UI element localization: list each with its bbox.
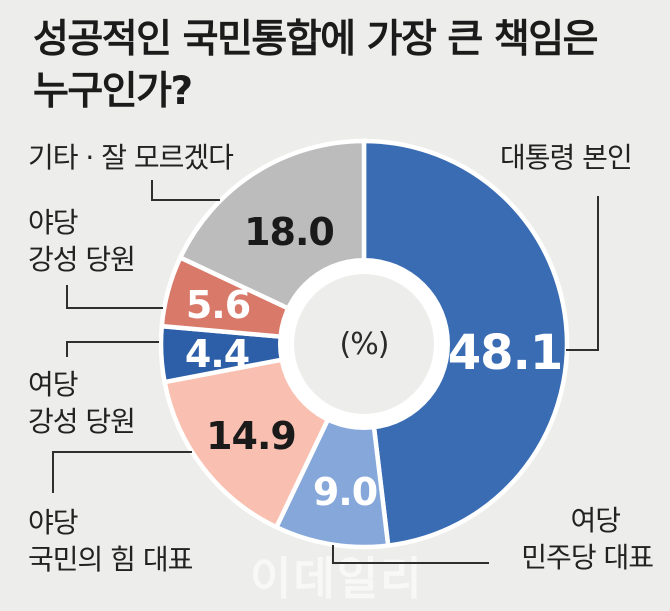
callout-line-text: 대통령 본인 — [500, 141, 633, 174]
segment-value-opposition-hardline-members: 5.6 — [186, 283, 250, 327]
callout-president: 대통령 본인 — [500, 139, 633, 176]
callout-line-text: 여당 — [28, 368, 79, 401]
callout-line-opposition-party-leader — [52, 451, 192, 493]
callout-line-etc-dont-know — [151, 180, 220, 201]
edaily-watermark-logo: 이데일리 — [250, 552, 424, 605]
callout-opposition-hardline-members: 야당 강성 당원 — [28, 204, 136, 278]
segment-value-opposition-party-leader: 14.9 — [206, 414, 296, 458]
callout-ruling-party-leader: 여당 민주당 대표 — [521, 502, 654, 576]
callout-line-text: 여당 — [570, 504, 621, 537]
callout-line-text: 강성 당원 — [28, 243, 136, 276]
callout-etc-dont-know: 기타 · 잘 모르겠다 — [28, 139, 234, 176]
callout-ruling-hardline-members: 여당 강성 당원 — [28, 366, 136, 440]
callout-etc-line: 기타 · 잘 모르겠다 — [28, 141, 234, 174]
center-unit-label: (%) — [339, 327, 390, 362]
callout-line-ruling-party-leader — [332, 545, 489, 564]
segment-value-ruling-party-leader: 9.0 — [313, 470, 377, 514]
segment-value-president: 48.1 — [448, 325, 562, 381]
callout-line-president — [566, 196, 599, 351]
callout-line-text: 야당 — [28, 506, 79, 539]
callout-line-text: 강성 당원 — [28, 405, 136, 438]
callout-line-ruling-hardline-members — [66, 341, 159, 357]
segment-value-ruling-hardline-members: 4.4 — [185, 332, 249, 376]
chart-title: 성공적인 국민통합에 가장 큰 책임은 누구인가? — [33, 17, 599, 114]
callout-line-text: 민주당 대표 — [521, 541, 654, 574]
segment-value-etc-dont-know: 18.0 — [244, 210, 334, 254]
callout-line-text: 국민의 힘 대표 — [28, 543, 193, 576]
callout-line-text: 야당 — [28, 206, 79, 239]
donut-center-hole — [294, 274, 434, 414]
pie-segment-president — [361, 138, 570, 549]
callout-line-opposition-hardline-members — [66, 285, 163, 309]
callout-opposition-party-leader: 야당 국민의 힘 대표 — [28, 504, 193, 578]
